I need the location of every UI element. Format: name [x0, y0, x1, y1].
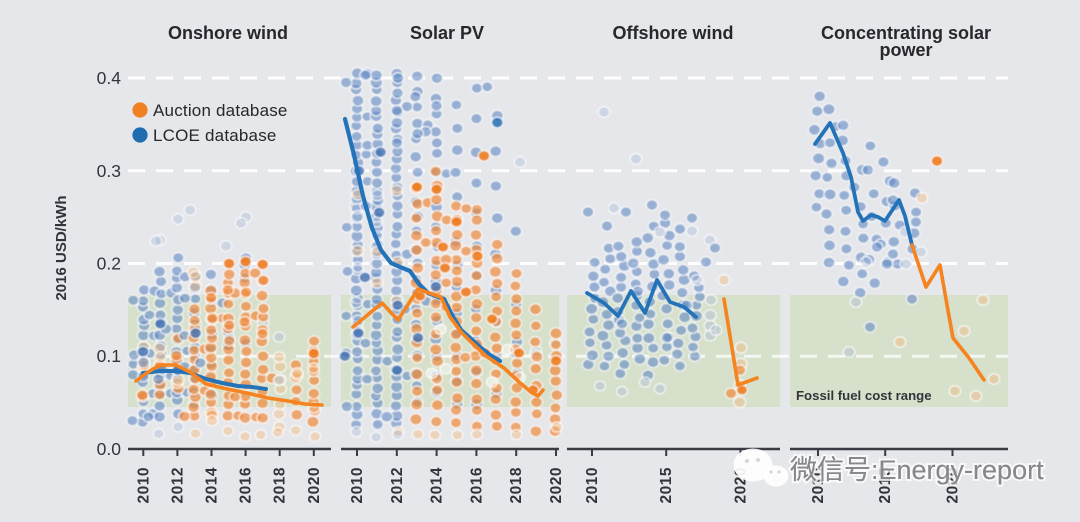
svg-text:0.3: 0.3: [97, 161, 121, 181]
svg-text:Offshore wind: Offshore wind: [613, 23, 734, 43]
svg-text:Onshore wind: Onshore wind: [168, 23, 288, 43]
svg-text:2018: 2018: [508, 467, 525, 503]
svg-text:Fossil fuel cost range: Fossil fuel cost range: [796, 388, 932, 403]
svg-text:2010: 2010: [584, 467, 601, 503]
svg-text:2010: 2010: [810, 467, 827, 503]
svg-text:微信号:Energy-report: 微信号:Energy-report: [790, 455, 1044, 485]
svg-text:LCOE database: LCOE database: [153, 126, 277, 145]
svg-text:Concentrating solar: Concentrating solar: [821, 23, 991, 43]
svg-text:0.1: 0.1: [97, 346, 121, 366]
svg-text:2020: 2020: [548, 467, 565, 503]
svg-text:power: power: [879, 40, 932, 60]
svg-text:Auction database: Auction database: [153, 101, 288, 120]
svg-text:Solar PV: Solar PV: [410, 23, 484, 43]
svg-text:2020: 2020: [945, 467, 962, 503]
svg-text:2014: 2014: [429, 467, 446, 503]
svg-text:2010: 2010: [349, 467, 366, 503]
svg-text:微信号:Energy-report: 微信号:Energy-report: [790, 455, 1044, 485]
svg-text:2012: 2012: [389, 467, 406, 503]
svg-text:2015: 2015: [877, 467, 894, 503]
svg-text:2016 USD/kWh: 2016 USD/kWh: [53, 195, 70, 300]
svg-text:2018: 2018: [272, 467, 289, 503]
svg-text:2010: 2010: [135, 467, 152, 503]
svg-text:2016: 2016: [468, 467, 485, 503]
svg-text:2016: 2016: [238, 467, 255, 503]
svg-text:0.2: 0.2: [97, 254, 121, 274]
svg-text:2015: 2015: [658, 467, 675, 503]
svg-text:0.0: 0.0: [97, 439, 122, 459]
svg-text:0.4: 0.4: [97, 68, 122, 88]
svg-text:2014: 2014: [204, 467, 221, 503]
svg-text:2020: 2020: [306, 467, 323, 503]
svg-text:2012: 2012: [169, 467, 186, 503]
